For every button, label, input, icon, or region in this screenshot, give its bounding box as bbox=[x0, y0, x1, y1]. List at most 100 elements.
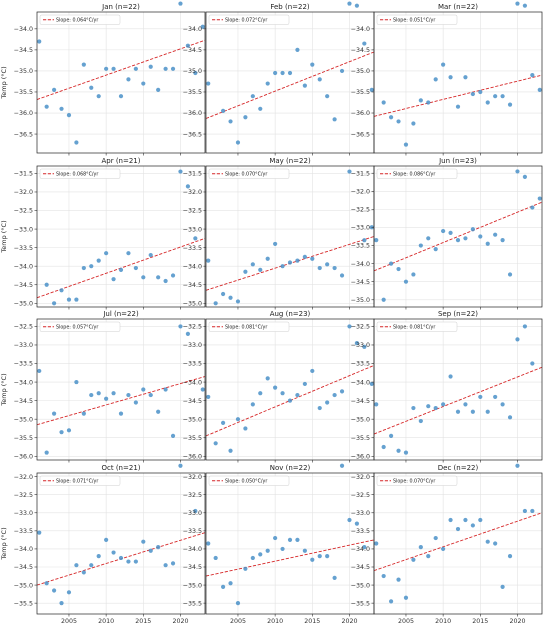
y-tick-label: −33.5 bbox=[183, 528, 202, 535]
data-point bbox=[500, 238, 505, 243]
x-tick-label: 2020 bbox=[509, 618, 525, 625]
axes-frame bbox=[373, 472, 543, 615]
data-point bbox=[81, 411, 86, 416]
data-point bbox=[470, 523, 475, 528]
subplot-4: −35.0 −34.5 −34.0 −33.5 −33.0 −32.5 −32.0 −31.5… bbox=[183, 157, 375, 310]
data-point bbox=[280, 391, 285, 396]
data-point bbox=[310, 256, 315, 261]
data-point bbox=[133, 400, 138, 405]
data-point bbox=[441, 228, 446, 234]
legend-label: Slope: 0.071°C/yr bbox=[56, 479, 98, 485]
axes-frame bbox=[205, 11, 375, 154]
data-point bbox=[403, 595, 409, 600]
trend-line bbox=[205, 364, 375, 437]
data-point bbox=[530, 73, 535, 78]
y-tick-label: −36.5 bbox=[183, 131, 202, 138]
data-point bbox=[396, 448, 401, 453]
data-point bbox=[463, 75, 468, 80]
data-point bbox=[302, 381, 307, 387]
trend-line bbox=[373, 201, 543, 272]
data-point bbox=[170, 273, 176, 278]
data-point bbox=[530, 361, 535, 366]
subplot-0: −36.5 −36.0 −35.5 −35.0 −34.5 −34.0 Jan (n=22)… bbox=[14, 1, 206, 156]
y-tick-label: −33.5 bbox=[183, 245, 202, 252]
data-point bbox=[388, 261, 394, 266]
data-point bbox=[470, 227, 475, 232]
y-tick-label: −33.5 bbox=[183, 361, 202, 368]
y-tick-label: −34.5 bbox=[351, 564, 370, 571]
data-point bbox=[243, 426, 248, 431]
x-tick-label: 2015 bbox=[304, 618, 320, 625]
legend-box bbox=[208, 168, 290, 179]
data-point bbox=[156, 87, 161, 92]
data-point bbox=[66, 590, 72, 595]
data-point bbox=[381, 297, 386, 302]
data-point bbox=[111, 550, 116, 555]
data-point bbox=[325, 400, 330, 405]
subplot-title: Jan (n=22) bbox=[101, 3, 140, 11]
x-tick-label: 2015 bbox=[472, 618, 488, 625]
data-point bbox=[126, 77, 131, 82]
data-point bbox=[265, 376, 270, 381]
data-point bbox=[418, 418, 423, 424]
y-tick-label: −34.0 bbox=[14, 263, 33, 270]
data-point bbox=[243, 269, 248, 274]
legend-box bbox=[39, 14, 121, 25]
data-point bbox=[347, 324, 352, 329]
legend: Slope: 0.068°C/yr bbox=[39, 168, 121, 179]
y-tick-label: −35.0 bbox=[183, 300, 202, 307]
legend-box bbox=[39, 168, 121, 179]
y-tick-label: −32.0 bbox=[351, 189, 370, 196]
y-tick-label: −31.5 bbox=[183, 171, 202, 178]
y-tick-label: −36.0 bbox=[351, 453, 370, 460]
data-point bbox=[170, 433, 176, 438]
data-point bbox=[411, 272, 416, 277]
y-tick-label: −32.5 bbox=[14, 324, 33, 331]
data-point bbox=[396, 119, 401, 124]
y-tick-label: −35.5 bbox=[351, 600, 370, 607]
data-point bbox=[332, 265, 337, 271]
y-tick-label: −35.5 bbox=[183, 600, 202, 607]
y-tick-label: −32.5 bbox=[183, 492, 202, 499]
data-point bbox=[347, 1, 352, 6]
y-tick-label: −32.5 bbox=[351, 324, 370, 331]
data-point bbox=[411, 121, 416, 126]
data-point bbox=[81, 265, 86, 271]
data-point bbox=[530, 205, 535, 210]
data-point bbox=[213, 301, 218, 306]
trend-line bbox=[36, 376, 206, 426]
y-tick-label: −34.0 bbox=[14, 546, 33, 553]
data-point bbox=[250, 402, 255, 407]
data-point bbox=[455, 238, 461, 243]
y-tick-label: −36.0 bbox=[183, 453, 202, 460]
data-point bbox=[66, 113, 72, 118]
legend-label: Slope: 0.081°C/yr bbox=[225, 325, 267, 331]
legend-label: Slope: 0.057°C/yr bbox=[56, 325, 98, 331]
data-point bbox=[220, 584, 226, 589]
axes-frame bbox=[205, 472, 375, 615]
data-point bbox=[96, 258, 101, 263]
data-point bbox=[396, 266, 401, 272]
data-point bbox=[388, 115, 394, 120]
y-tick-label: −33.0 bbox=[14, 510, 33, 517]
axes-frame bbox=[36, 165, 206, 308]
data-point bbox=[37, 368, 42, 374]
y-tick-label: −32.0 bbox=[183, 189, 202, 196]
data-point bbox=[388, 599, 394, 604]
trend-line bbox=[373, 74, 543, 117]
data-point bbox=[433, 535, 438, 541]
y-tick-label: −34.5 bbox=[183, 398, 202, 405]
x-tick-label: 2010 bbox=[267, 618, 283, 625]
y-tick-label: −33.5 bbox=[14, 245, 33, 252]
data-point bbox=[470, 409, 475, 414]
data-point bbox=[448, 230, 453, 235]
data-point bbox=[463, 236, 468, 241]
axes-frame bbox=[373, 318, 543, 461]
legend-label: Slope: 0.086°C/yr bbox=[393, 172, 435, 178]
data-point bbox=[362, 545, 367, 550]
data-point bbox=[118, 555, 124, 561]
y-tick-label: −34.5 bbox=[14, 398, 33, 405]
data-point bbox=[141, 275, 146, 280]
data-point bbox=[515, 337, 520, 342]
data-point bbox=[206, 258, 211, 263]
